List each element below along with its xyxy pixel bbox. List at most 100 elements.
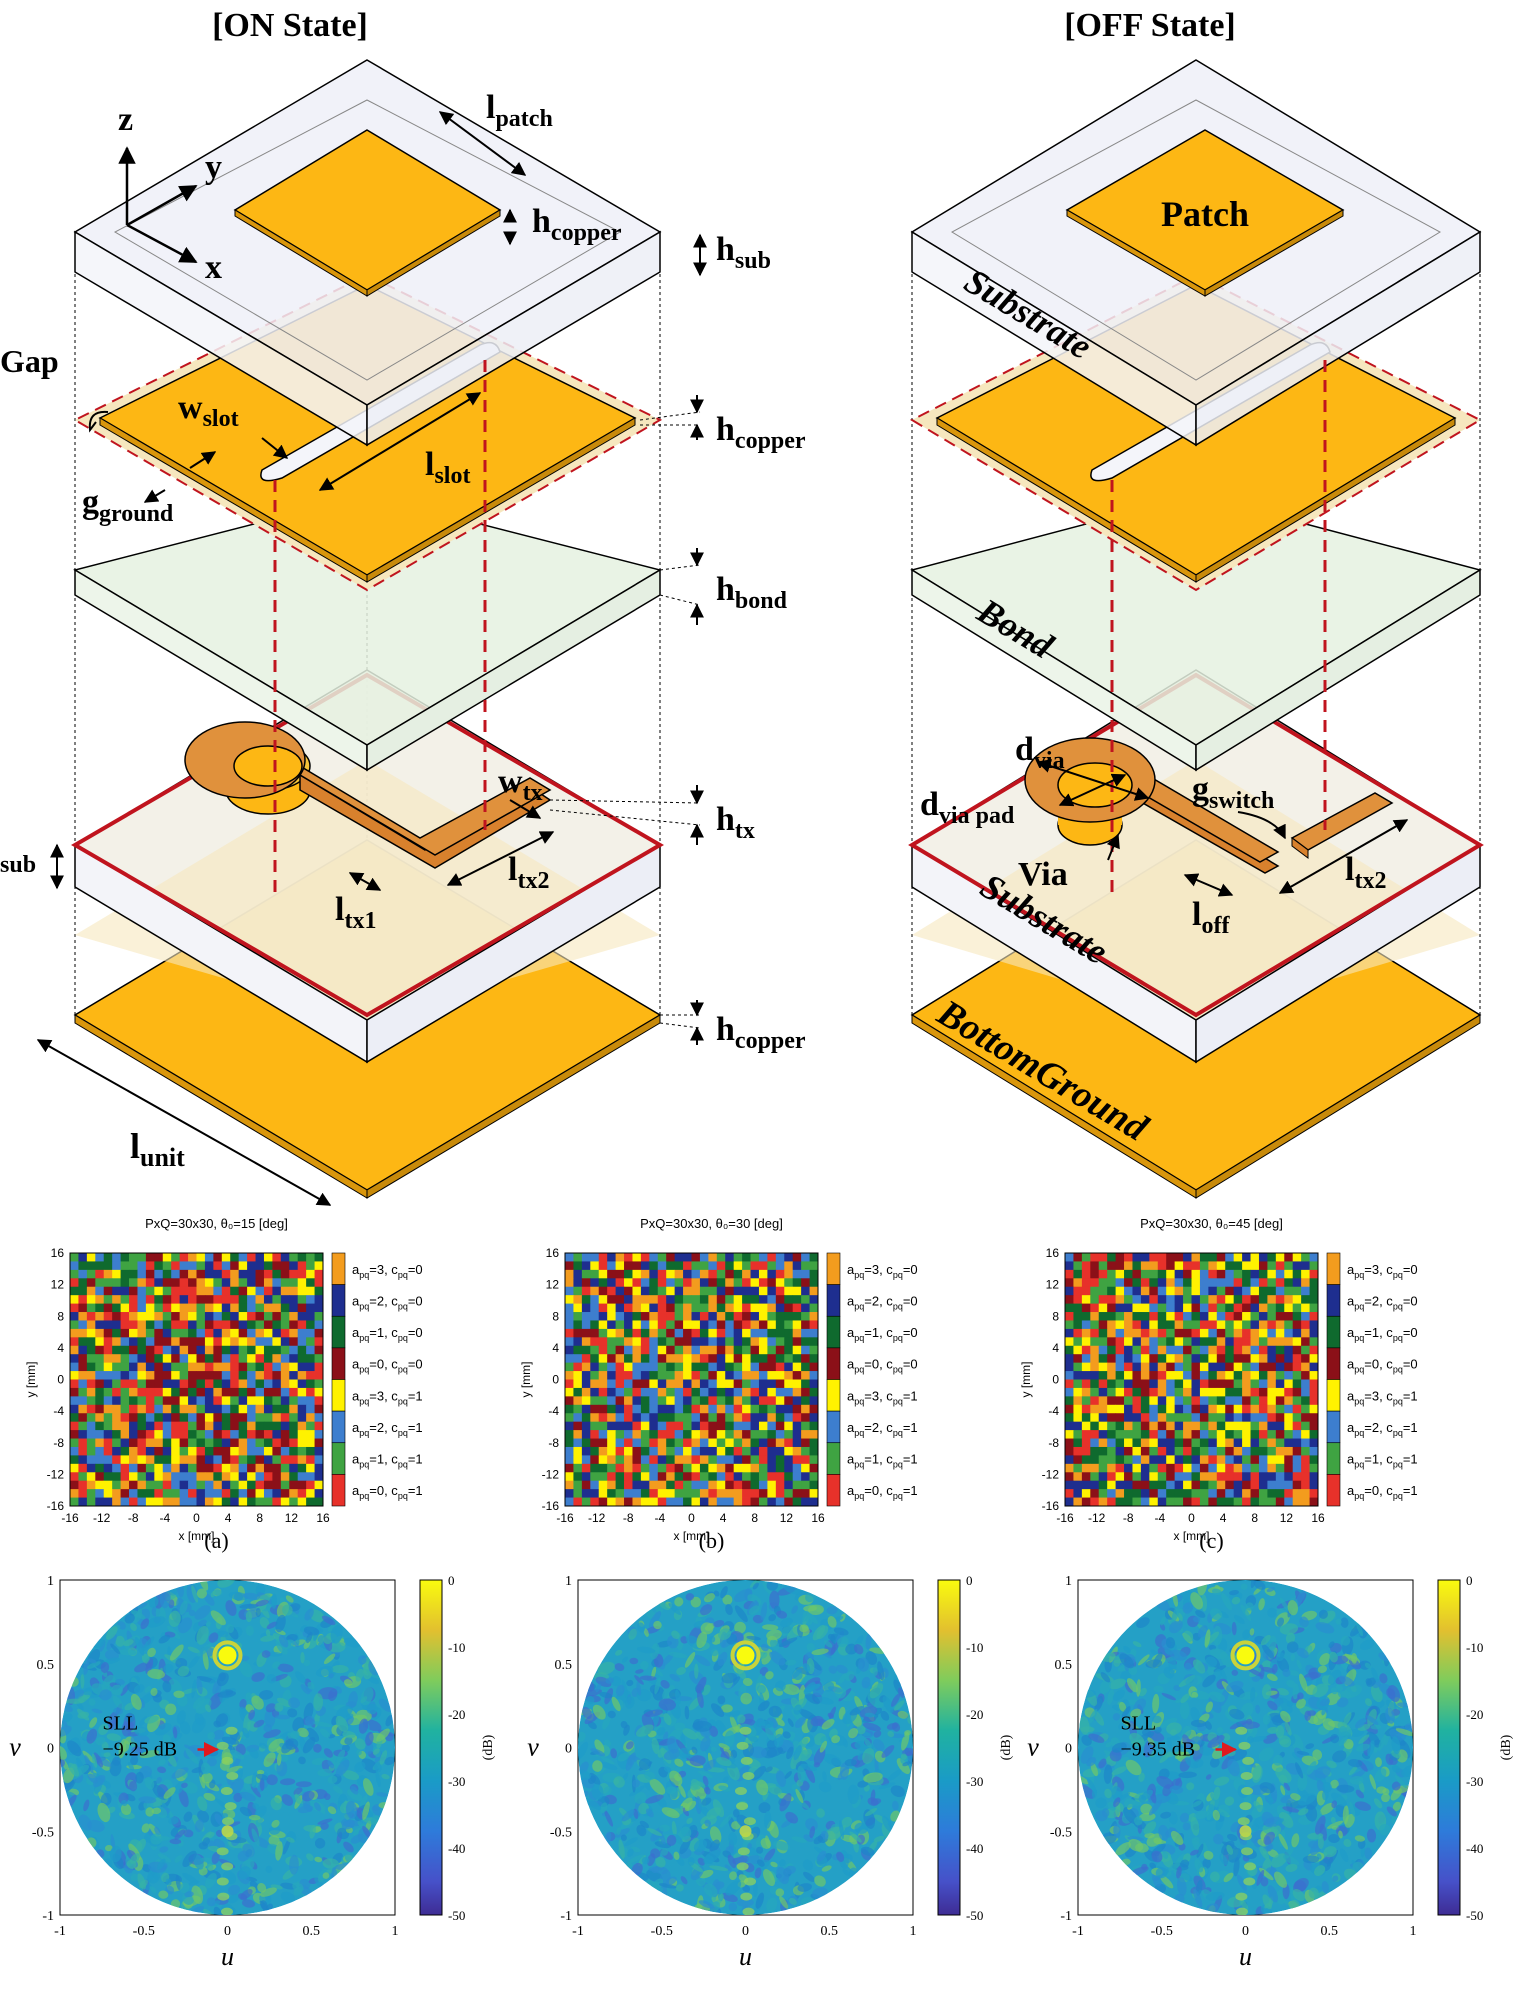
on-h-sub-lower-label: sub [0,852,36,878]
grid-x-tick: 0 [688,1511,695,1525]
grid-x-tick: 16 [316,1511,330,1525]
legend-swatch [1326,1284,1341,1317]
off-via-label: Via [1018,856,1068,893]
grid-y-tick: 8 [1052,1309,1059,1323]
on-w-tx-label: wtx [498,763,543,806]
legend-entry: apq=2, cpq=1 [1347,1420,1418,1438]
pattern-y-tick: 1 [565,1574,572,1589]
grid-y-tick: -16 [542,1499,560,1513]
colorbar-unit: (dB) [1499,1734,1514,1760]
on-h-bond-label: hbond [716,571,788,614]
grid-y-tick: 4 [1052,1341,1059,1355]
legend-swatch [826,1252,841,1285]
on-gap-label: Gap [0,343,59,379]
colorbar-tick: -10 [966,1640,983,1655]
grid-x-label: x [mm] [674,1529,710,1543]
on-l-patch-label: lpatch [486,89,553,132]
grid-x-tick: -12 [588,1511,606,1525]
off-l-off-label: loff [1192,896,1230,939]
legend-entry: apq=0, cpq=1 [1347,1483,1418,1501]
pattern-x-label: u [221,1942,234,1971]
legend-entry: apq=1, cpq=0 [1347,1325,1418,1343]
legend-swatch [331,1442,346,1475]
on-h-copper-top-label: hcopper [532,203,622,246]
colorbar-tick: -40 [966,1841,983,1856]
legend-entry: apq=1, cpq=1 [847,1452,918,1470]
grid-y-tick: -16 [1042,1499,1060,1513]
legend-entry: apq=1, cpq=1 [352,1452,423,1470]
legend-entry: apq=0, cpq=0 [352,1357,423,1375]
radiation-pattern-panels: -1 -0.5 0 0.5 110.50-0.5-1uv0-10-20-30-40-50… [9,1573,1514,1971]
grid-y-tick: 0 [552,1373,559,1387]
legend-swatch [1326,1410,1341,1444]
grid-panel-1: PxQ=30x30, θ₀=15 [deg] -16-16 -12 -12 -8 -8 -4… [24,1216,423,1553]
colorbar-tick: -40 [448,1841,465,1856]
legend-swatch [1326,1474,1341,1507]
legend-entry: apq=0, cpq=1 [847,1483,918,1501]
pattern-panel-1: -1 -0.5 0 0.5 1 1 0.5 0 -0.5 -1 u v 0 -10 -20 -30 -40 -50… [9,1573,496,1971]
pattern-y-tick: 1 [1065,1574,1072,1589]
grid-y-tick: -12 [47,1467,65,1481]
pattern-x-label: u [739,1942,752,1971]
legend-swatch [826,1410,841,1444]
grid-y-tick: 12 [546,1278,560,1292]
legend-swatch [826,1315,841,1349]
grid-x-label: x [mm] [1174,1529,1210,1543]
grid-x-tick: 12 [285,1511,299,1525]
grid-x-tick: -16 [61,1511,79,1525]
pattern-panel-2: -1 -0.5 0 0.5 1 1 0.5 0 -0.5 -1 u v 0 -10 -20 -30 -40 -50… [527,1573,1014,1971]
legend-swatch [331,1474,346,1507]
grid-x-tick: -8 [1123,1511,1134,1525]
grid-x-tick: 16 [811,1511,825,1525]
pattern-x-tick: 0 [224,1924,231,1939]
pattern-panel-3: -1 -0.5 0 0.5 1 1 0.5 0 -0.5 -1 u v 0 -10 -20 -30 -40 -50… [1027,1573,1514,1971]
grid-y-tick: 4 [57,1341,64,1355]
legend-swatch [331,1379,346,1412]
on-h-copper-mid-label: hcopper [716,411,806,454]
pattern-x-tick: 0.5 [1321,1924,1339,1939]
pattern-x-tick: 0 [1242,1924,1249,1939]
pattern-x-tick: -0.5 [1151,1924,1173,1939]
colorbar-tick: 0 [448,1573,455,1588]
pattern-y-tick: 1 [47,1574,54,1589]
colorbar [1437,1579,1461,1916]
legend-swatch [331,1315,346,1349]
grid-cells [565,1253,819,1507]
legend-entry: apq=3, cpq=1 [1347,1388,1418,1406]
grid-panel-2: PxQ=30x30, θ₀=30 [deg] -16-16 -12 -12 -8 -8 -4… [519,1216,918,1553]
pattern-x-tick: -1 [1072,1924,1084,1939]
pattern-y-tick: -1 [560,1909,572,1924]
pattern-y-tick: 0 [47,1742,54,1757]
pattern-y-tick: 0.5 [1055,1658,1073,1673]
grid-y-tick: 16 [546,1246,560,1260]
patch-label: Patch [1161,194,1249,234]
pattern-y-label: v [9,1733,21,1762]
on-l-slot-label: lslot [425,446,470,489]
grid-panel-title: PxQ=30x30, θ₀=15 [deg] [145,1216,288,1231]
colorbar-tick: -30 [448,1774,465,1789]
grid-y-tick: 16 [1046,1246,1060,1260]
legend-entry: apq=2, cpq=1 [847,1420,918,1438]
pattern-y-label: v [527,1733,539,1762]
legend-swatch [826,1474,841,1507]
legend-entry: apq=3, cpq=1 [847,1388,918,1406]
grid-x-tick: 4 [1220,1511,1227,1525]
grid-x-tick: 0 [1188,1511,1195,1525]
pattern-x-tick: 1 [392,1924,399,1939]
grid-y-tick: -8 [53,1436,64,1450]
colorbar-tick: -10 [448,1640,465,1655]
pattern-x-tick: -1 [572,1924,584,1939]
on-y-axis-label: y [205,149,222,186]
pattern-y-tick: -0.5 [550,1825,572,1840]
pattern-y-tick: 0 [565,1742,572,1757]
grid-y-tick: 8 [552,1309,559,1323]
pattern-x-tick: 0 [742,1924,749,1939]
grid-y-label: y [mm] [519,1362,533,1398]
grid-x-tick: 0 [193,1511,200,1525]
legend-entry: apq=2, cpq=1 [352,1420,423,1438]
off-d-via-label: dvia [1015,731,1065,774]
pattern-y-tick: -1 [1060,1909,1072,1924]
pattern-y-tick: -1 [42,1909,54,1924]
off-bond-layer: Bond [910,494,1482,772]
